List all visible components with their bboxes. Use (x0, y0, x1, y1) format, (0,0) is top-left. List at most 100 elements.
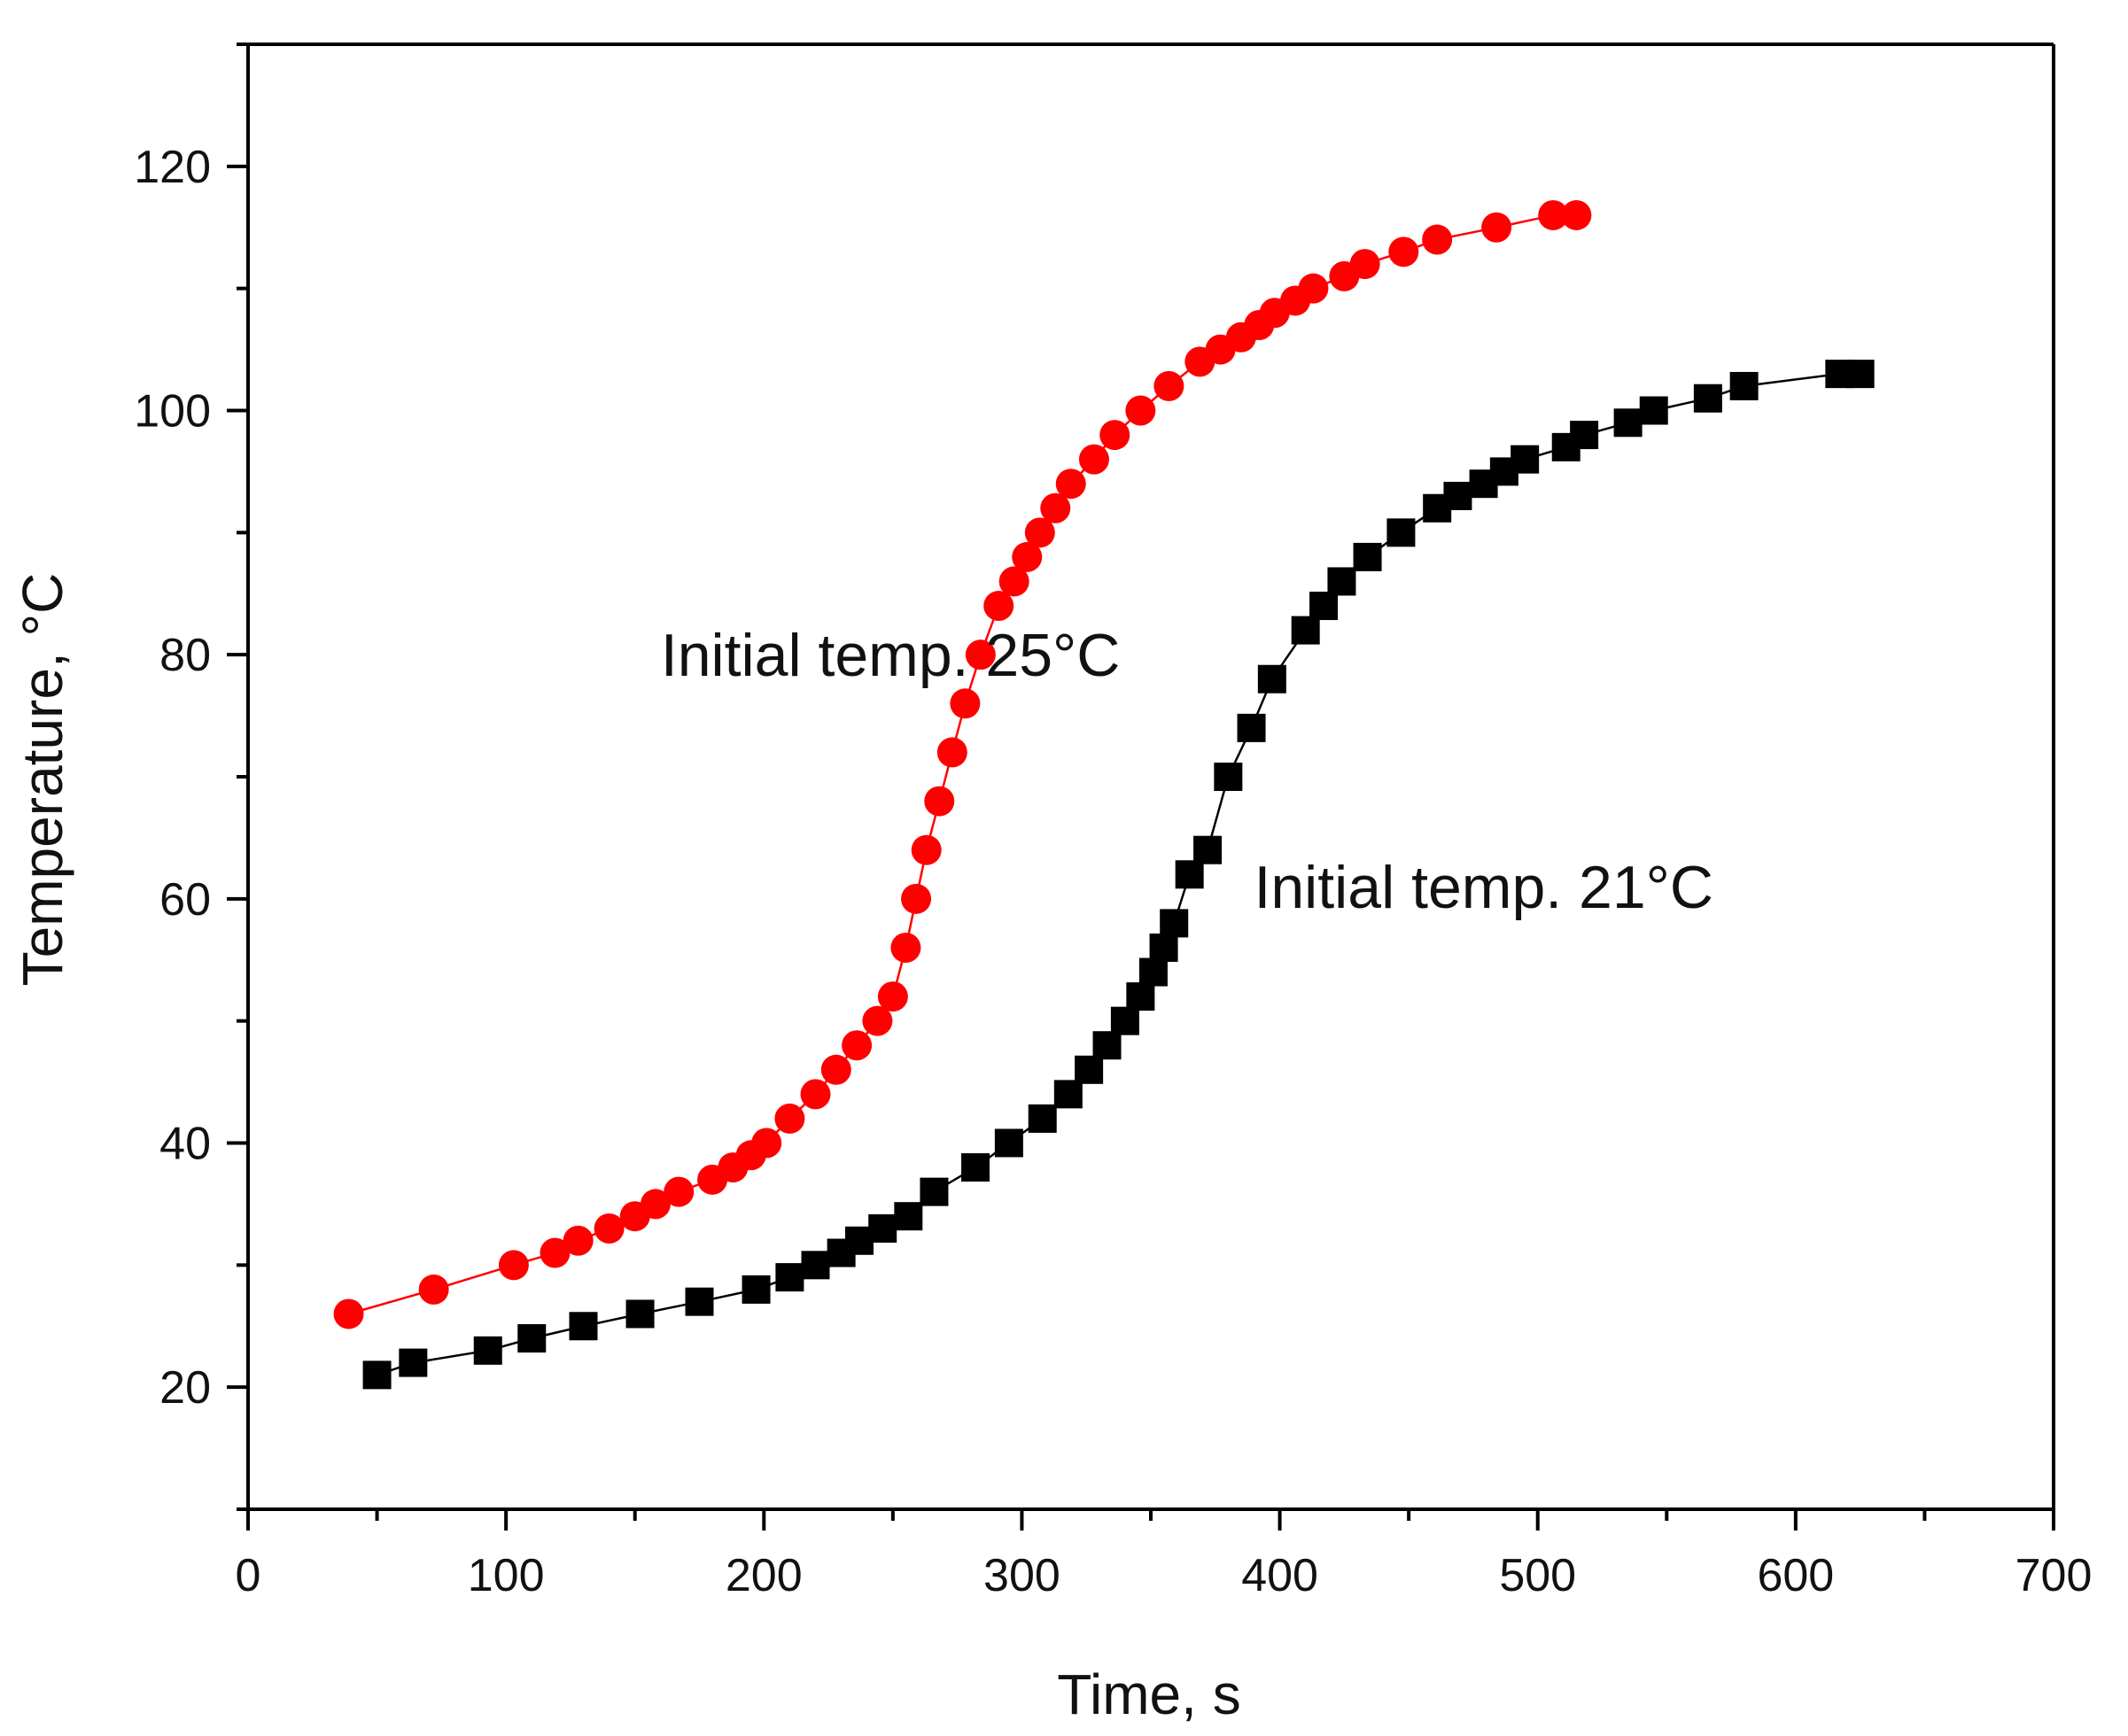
data-point-circle (1388, 236, 1419, 267)
x-tick-label: 500 (1499, 1550, 1576, 1601)
data-point-circle (664, 1176, 695, 1207)
data-point-square (1845, 360, 1875, 389)
data-point-circle (1422, 224, 1453, 255)
y-tick-label: 100 (134, 386, 211, 438)
data-point-square (1570, 421, 1599, 450)
data-point-circle (890, 932, 921, 963)
data-point-circle (820, 1054, 851, 1085)
y-axis-title: Temperature, °C (11, 573, 74, 987)
data-point-square (920, 1177, 949, 1206)
data-point-square (1075, 1055, 1104, 1084)
y-tick-label: 20 (159, 1362, 211, 1414)
data-point-square (1028, 1104, 1057, 1133)
data-point-square (1053, 1080, 1083, 1109)
data-point-circle (1040, 492, 1071, 523)
data-point-square (1257, 664, 1286, 694)
x-tick-label: 0 (236, 1550, 261, 1601)
annotation-25c: Initial temp. 25°C (661, 622, 1121, 689)
data-point-square (742, 1275, 771, 1304)
data-point-square (1126, 982, 1155, 1011)
data-point-square (1309, 592, 1339, 621)
data-point-square (1693, 384, 1722, 413)
y-tick-label: 120 (134, 142, 211, 193)
data-point-square (362, 1360, 392, 1390)
data-point-circle (641, 1189, 672, 1220)
data-point-circle (1125, 395, 1156, 426)
data-point-circle (1298, 273, 1329, 304)
data-point-circle (950, 688, 981, 719)
data-point-square (775, 1263, 804, 1292)
data-point-circle (998, 566, 1029, 597)
data-point-square (868, 1213, 897, 1243)
x-axis-title: Time, s (1057, 1662, 1240, 1726)
data-point-square (625, 1299, 655, 1329)
data-point-square (1214, 763, 1243, 791)
data-point-square (1729, 371, 1759, 400)
data-point-square (994, 1128, 1023, 1158)
data-point-square (1138, 957, 1168, 987)
data-point-square (399, 1348, 428, 1377)
data-point-circle (1561, 199, 1592, 230)
data-point-circle (1055, 469, 1086, 500)
data-point-square (569, 1312, 598, 1341)
data-point-circle (965, 639, 996, 670)
x-tick-label: 600 (1757, 1550, 1834, 1601)
y-tick-label: 80 (159, 630, 211, 681)
data-point-square (961, 1153, 990, 1182)
data-point-circle (751, 1128, 782, 1159)
data-point-square (1613, 408, 1643, 438)
data-point-square (1291, 616, 1320, 645)
data-point-square (1092, 1031, 1122, 1060)
data-point-square (685, 1287, 714, 1316)
y-tick-label: 40 (159, 1119, 211, 1170)
data-point-square (1443, 481, 1472, 510)
data-point-square (1110, 1006, 1139, 1035)
data-point-square (473, 1336, 502, 1365)
data-point-square (1511, 445, 1540, 474)
data-point-circle (901, 883, 932, 914)
x-tick-label: 300 (983, 1550, 1060, 1601)
data-point-square (1353, 542, 1382, 571)
data-point-circle (1349, 249, 1380, 280)
x-tick-label: 400 (1241, 1550, 1318, 1601)
data-point-circle (1078, 444, 1109, 475)
y-tick-label: 60 (159, 874, 211, 926)
data-point-circle (924, 786, 955, 817)
data-point-circle (540, 1237, 571, 1268)
data-point-circle (563, 1225, 594, 1256)
data-point-circle (418, 1274, 449, 1305)
data-point-circle (498, 1250, 529, 1281)
data-point-square (1237, 713, 1266, 742)
data-point-circle (936, 737, 967, 768)
annotation-21c: Initial temp. 21°C (1254, 854, 1713, 921)
data-point-square (1327, 567, 1356, 596)
data-point-square (517, 1324, 547, 1353)
data-point-square (1175, 860, 1204, 889)
x-tick-label: 700 (2015, 1550, 2093, 1601)
data-point-circle (911, 834, 942, 865)
data-point-circle (1012, 541, 1043, 572)
data-point-circle (1099, 420, 1130, 451)
data-point-circle (774, 1103, 805, 1134)
data-point-circle (594, 1213, 625, 1244)
data-point-circle (1481, 212, 1512, 243)
x-tick-label: 100 (468, 1550, 545, 1601)
data-point-square (1639, 396, 1668, 425)
data-point-circle (862, 1005, 893, 1036)
data-point-circle (1024, 517, 1055, 548)
data-point-square (1160, 909, 1189, 938)
data-point-circle (877, 981, 908, 1012)
data-point-circle (1538, 199, 1569, 230)
data-point-circle (983, 591, 1014, 622)
data-point-square (1386, 518, 1416, 547)
x-tick-label: 200 (726, 1550, 803, 1601)
data-point-square (1193, 835, 1223, 864)
data-point-circle (800, 1079, 831, 1110)
data-point-square (894, 1202, 923, 1231)
data-point-circle (1153, 370, 1184, 401)
data-point-circle (842, 1030, 873, 1061)
data-point-square (801, 1251, 830, 1280)
data-point-circle (333, 1298, 364, 1329)
